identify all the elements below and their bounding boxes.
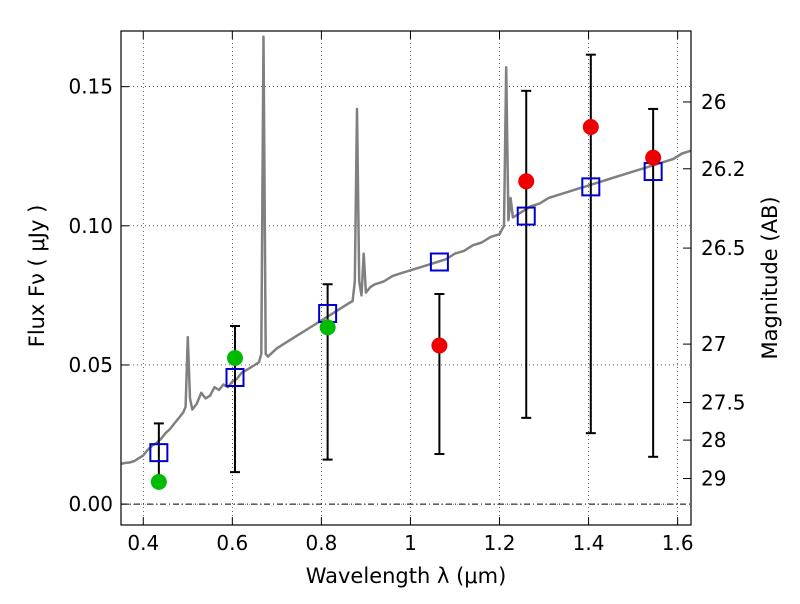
marker-layer: [149, 119, 663, 490]
x-tick-label: 0.8: [305, 531, 337, 555]
y-tick-label: 0.15: [68, 75, 113, 99]
model-square-marker: [516, 206, 536, 226]
x-tick-label: 0.4: [127, 531, 159, 555]
spectrum-layer: [120, 35, 692, 466]
data-point-marker: [582, 119, 599, 136]
x-tick-label: 1.2: [484, 531, 516, 555]
x-axis-ticks: 0.4 0.6 0.8 1 1.2 1.4 1.6: [127, 31, 694, 555]
model-square-marker: [149, 443, 169, 463]
data-point-marker: [150, 473, 167, 490]
y-axis-ticks: 0.00 0.05 0.10 0.15: [68, 75, 129, 516]
x-tick-label: 1.4: [573, 531, 605, 555]
right-tick-label: 26: [701, 90, 726, 114]
x-axis-label: Wavelength λ (μm): [306, 564, 507, 588]
y-tick-label: 0.00: [68, 492, 113, 516]
y-tick-label: 0.10: [68, 214, 113, 238]
model-square-marker: [581, 177, 601, 197]
right-axis-label: Magnitude (AB): [758, 196, 782, 359]
right-tick-label: 29: [701, 467, 726, 491]
right-tick-label: 27: [701, 332, 726, 356]
data-point-marker: [431, 337, 448, 354]
y-axis-label: Flux Fν ( μJy ): [25, 205, 49, 348]
model-square-marker: [429, 252, 449, 272]
right-axis-ticks: 26 26.2 26.5 27 27.5 28 29: [683, 90, 746, 491]
right-tick-label: 27.5: [701, 391, 746, 415]
x-tick-label: 0.6: [216, 531, 248, 555]
right-tick-label: 26.5: [701, 236, 746, 260]
data-point-marker: [645, 149, 662, 166]
data-point-marker: [319, 319, 336, 336]
right-tick-label: 26.2: [701, 157, 746, 181]
x-tick-label: 1.6: [662, 531, 694, 555]
model-square-marker: [225, 367, 245, 387]
plot-frame: [120, 30, 692, 526]
x-tick-label: 1: [404, 531, 417, 555]
grid: [121, 31, 691, 525]
plot-background: [121, 31, 691, 525]
data-point-marker: [518, 173, 535, 190]
right-tick-label: 28: [701, 428, 726, 452]
spectrum-line: [120, 35, 692, 466]
y-tick-label: 0.05: [68, 353, 113, 377]
data-point-marker: [227, 350, 243, 367]
